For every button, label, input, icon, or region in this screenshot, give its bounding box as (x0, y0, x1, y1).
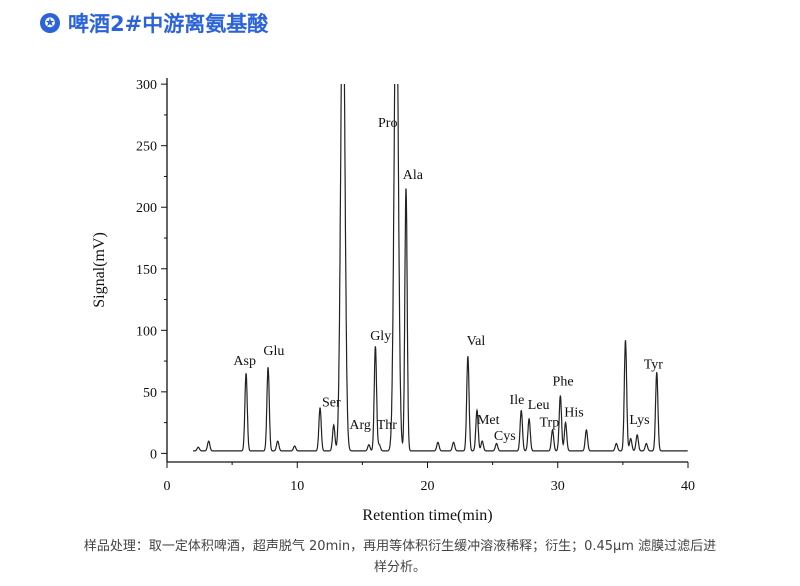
y-tick-label: 200 (136, 201, 157, 216)
peak-label-val: Val (467, 334, 486, 349)
y-tick-label: 100 (136, 324, 157, 339)
y-axis-label: Signal(mV) (91, 232, 108, 308)
x-tick-label: 20 (421, 479, 435, 494)
peak-label-asp: Asp (233, 354, 256, 369)
peak-label-cys: Cys (494, 429, 516, 444)
sample-caption: 样品处理：取一定体积啤酒，超声脱气 20min，再用等体积衍生缓冲溶液稀释；衍生… (83, 539, 717, 575)
peak-label-thr: Thr (377, 418, 398, 433)
y-tick-label: 50 (143, 386, 157, 401)
y-tick-label: 300 (136, 78, 157, 93)
peak-label-phe: Phe (553, 375, 574, 390)
y-tick-label: 250 (136, 140, 157, 155)
signal-trace (193, 84, 688, 452)
peak-label-ile: Ile (510, 393, 525, 408)
peak-label-pro: Pro (378, 116, 397, 131)
peak-label-leu: Leu (528, 398, 550, 413)
section-header: ✪ 啤酒2#中游离氨基酸 (40, 8, 268, 38)
x-axis-label: Retention time(min) (362, 507, 492, 524)
peak-label-ala: Ala (403, 168, 424, 183)
y-tick-label: 0 (150, 447, 157, 462)
peak-label-trp: Trp (540, 415, 560, 430)
y-tick-label: 150 (136, 263, 157, 278)
peak-label-glu: Glu (263, 344, 284, 359)
star-circle-icon: ✪ (40, 13, 60, 33)
x-tick-label: 10 (290, 479, 304, 494)
x-tick-label: 0 (164, 479, 171, 494)
peak-label-gly: Gly (370, 329, 391, 344)
peak-label-met: Met (477, 413, 500, 428)
peak-label-arg: Arg (349, 418, 371, 433)
section-title: 啤酒2#中游离氨基酸 (68, 12, 269, 36)
peak-label-lys: Lys (629, 413, 649, 428)
peak-label-tyr: Tyr (644, 357, 664, 372)
peak-label-his: His (564, 405, 583, 420)
x-tick-label: 40 (681, 479, 695, 494)
peak-label-ser: Ser (322, 396, 341, 411)
x-tick-label: 30 (551, 479, 565, 494)
